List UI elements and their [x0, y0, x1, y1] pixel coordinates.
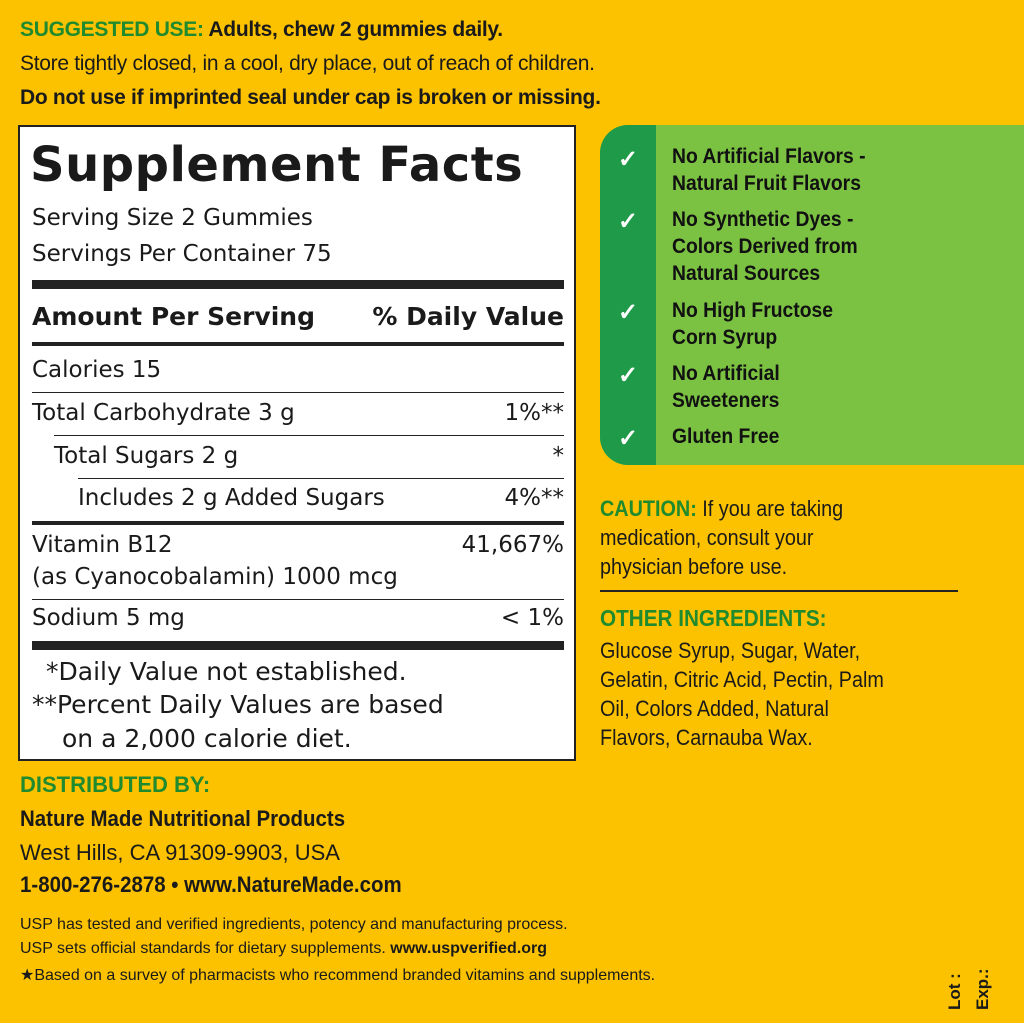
- thick-rule: [32, 641, 564, 650]
- row-carbohydrate: Total Carbohydrate 3 g: [32, 400, 295, 426]
- usp-line-2: USP sets official standards for dietary …: [20, 940, 548, 957]
- serving-size: Serving Size 2 Gummies: [32, 205, 313, 231]
- distributed-label: DISTRIBUTED BY:: [20, 772, 211, 797]
- row-vitamin-b12-source: (as Cyanocobalamin) 1000 mcg: [32, 564, 398, 590]
- row-rule: [32, 599, 564, 600]
- company: Nature Made Nutritional Products: [20, 806, 346, 831]
- seal-warning: Do not use if imprinted seal under cap i…: [20, 86, 601, 109]
- facts-title: Supplement Facts: [30, 137, 524, 193]
- ingredients-list: Glucose Syrup, Sugar, Water, Gelatin, Cit…: [600, 638, 884, 750]
- row-rule: [78, 478, 564, 479]
- dv-sugars: *: [552, 443, 565, 469]
- suggested-use-text: Adults, chew 2 gummies daily.: [203, 18, 503, 41]
- dv-added-sugars: 4%**: [504, 485, 565, 511]
- claims-strip: [600, 125, 656, 465]
- suggested-use: SUGGESTED USE: Adults, chew 2 gummies da…: [20, 18, 503, 42]
- claims-panel: ✓ No Artificial Flavors - Natural Fruit F…: [600, 125, 1024, 465]
- row-rule: [54, 435, 564, 436]
- ingredients-label: OTHER INGREDIENTS:: [600, 605, 827, 631]
- row-added-sugars: Includes 2 g Added Sugars: [78, 485, 385, 511]
- footnote-3: on a 2,000 calorie diet.: [62, 724, 352, 753]
- lot-label: Lot :: [945, 973, 964, 1010]
- dv-vitamin-b12: 41,667%: [461, 532, 564, 558]
- claim-1: No Artificial Flavors - Natural Fruit Fla…: [672, 145, 866, 195]
- thick-rule: [32, 280, 564, 289]
- medium-rule: [32, 521, 564, 525]
- row-calories: Calories 15: [32, 357, 162, 383]
- caution: CAUTION: If you are taking medication, co…: [600, 496, 844, 579]
- check-icon: ✓: [618, 299, 639, 326]
- medium-rule: [32, 342, 564, 346]
- check-icon: ✓: [618, 362, 639, 389]
- row-sugars: Total Sugars 2 g: [54, 443, 239, 469]
- divider: [600, 590, 958, 592]
- check-icon: ✓: [618, 146, 639, 173]
- claim-4: No Artificial Sweeteners: [672, 362, 780, 412]
- row-sodium: Sodium 5 mg: [32, 605, 185, 631]
- check-icon: ✓: [618, 208, 639, 235]
- dv-sodium: < 1%: [500, 605, 564, 631]
- storage-text: Store tightly closed, in a cool, dry pla…: [20, 52, 595, 75]
- dv-carbohydrate: 1%**: [504, 400, 565, 426]
- check-icon: ✓: [618, 425, 639, 452]
- contact: 1-800-276-2878 • www.NatureMade.com: [20, 872, 402, 897]
- usp-line-1: USP has tested and verified ingredients,…: [20, 916, 568, 933]
- usp-line-3: ★Based on a survey of pharmacists who re…: [20, 967, 656, 984]
- claim-5: Gluten Free: [672, 425, 780, 448]
- exp-label: Exp.:: [973, 968, 992, 1010]
- claim-2: No Synthetic Dyes - Colors Derived from Na…: [672, 208, 858, 285]
- footnote-1: *Daily Value not established.: [46, 657, 407, 686]
- claim-3: No High Fructose Corn Syrup: [672, 299, 834, 349]
- address: West Hills, CA 91309-9903, USA: [20, 840, 340, 865]
- suggested-use-label: SUGGESTED USE:: [20, 18, 204, 41]
- row-rule: [32, 392, 564, 393]
- servings-per-container: Servings Per Container 75: [32, 241, 332, 267]
- supplement-facts-panel: Supplement Facts Serving Size 2 Gummies …: [18, 125, 576, 761]
- row-vitamin-b12: Vitamin B12: [32, 532, 173, 558]
- dv-header: % Daily Value: [372, 302, 564, 331]
- amount-header: Amount Per Serving: [32, 302, 315, 331]
- footnote-2: **Percent Daily Values are based: [32, 690, 444, 719]
